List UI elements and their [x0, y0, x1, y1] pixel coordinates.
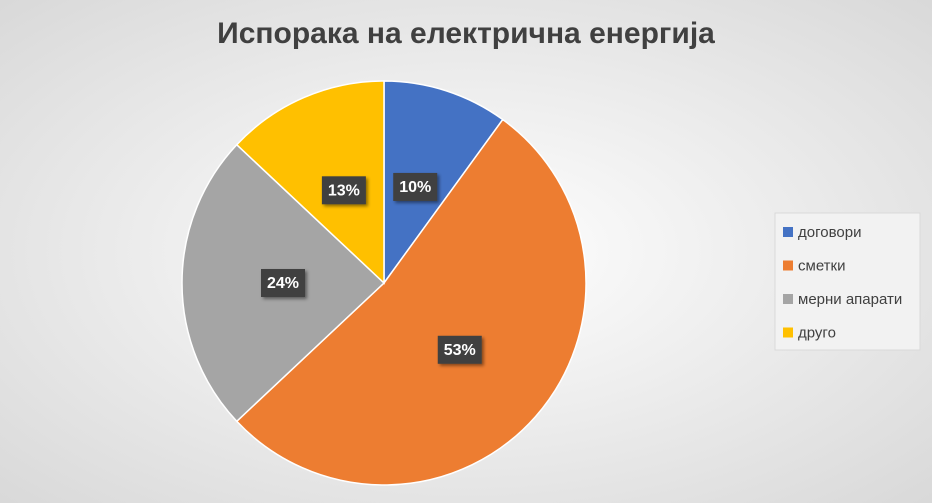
- legend-label: друго: [798, 324, 836, 341]
- legend-label: сметки: [798, 257, 845, 274]
- data-label: 13%: [328, 183, 360, 200]
- legend-swatch: [783, 260, 793, 271]
- legend-label: мерни апарати: [798, 291, 902, 308]
- chart-title: Испорака на електрична енергија: [217, 17, 715, 50]
- legend-swatch: [783, 227, 793, 237]
- legend-swatch: [783, 294, 793, 304]
- legend-swatch: [783, 327, 793, 338]
- legend-label: договори: [798, 224, 861, 241]
- data-label-box: [321, 176, 366, 205]
- legend-box: [774, 212, 921, 351]
- data-label: 53%: [444, 342, 476, 359]
- data-label: 24%: [267, 275, 299, 292]
- data-label-box: [437, 335, 482, 364]
- pie-slice: [235, 80, 385, 285]
- data-label-box: [393, 172, 438, 201]
- data-label: 10%: [399, 179, 431, 196]
- pie-slice: [235, 118, 587, 486]
- pie-slice: [383, 80, 504, 286]
- data-label-box: [261, 269, 305, 297]
